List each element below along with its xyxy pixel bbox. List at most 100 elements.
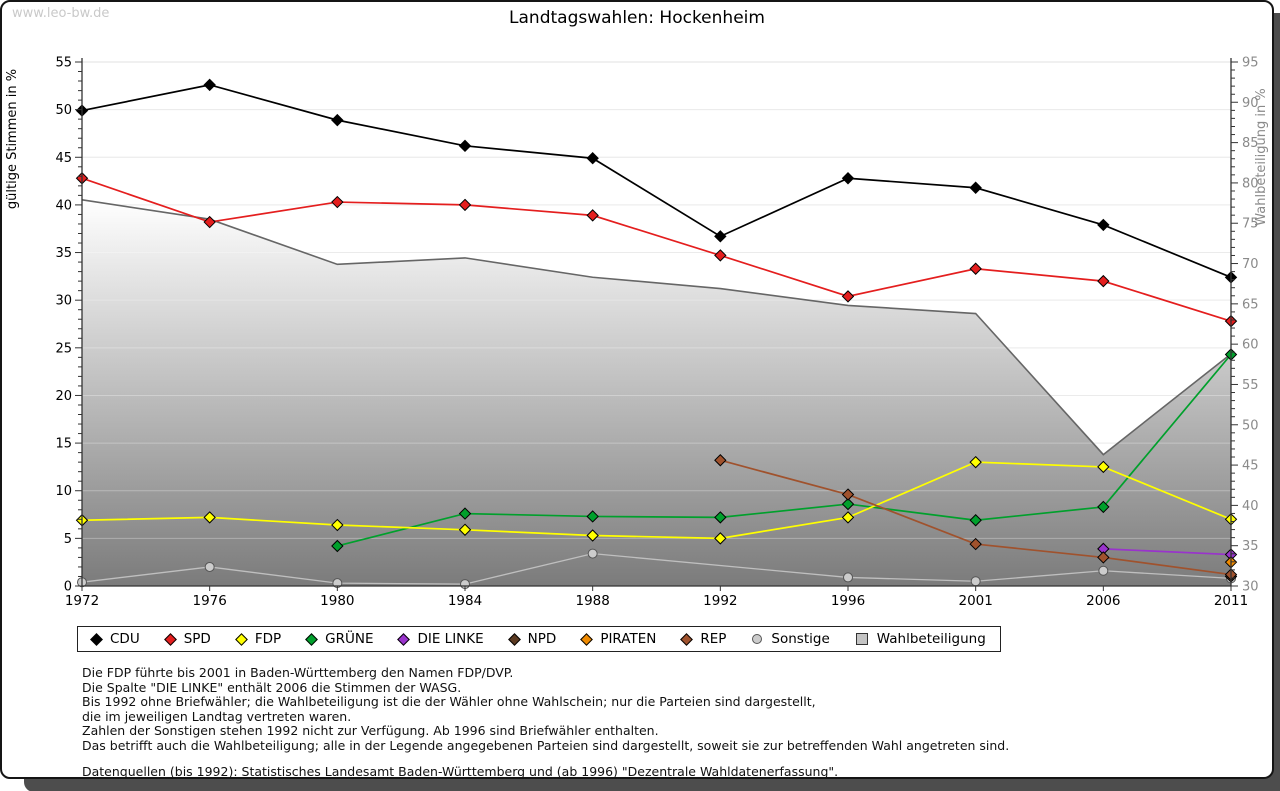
y-left-tick-label: 5 <box>64 532 72 547</box>
footnotes: Die FDP führte bis 2001 in Baden-Württem… <box>82 665 1010 779</box>
y-right-tick-label: 55 <box>1242 378 1259 393</box>
data-point-spd <box>203 215 216 229</box>
legend-label: CDU <box>110 631 140 647</box>
fdp-marker-icon <box>234 632 248 646</box>
y-right-tick-label: 80 <box>1242 176 1259 191</box>
series-line-fdp <box>81 461 1232 540</box>
y-right-tick-label: 45 <box>1242 459 1259 474</box>
data-point-fdp <box>203 511 216 524</box>
y-left-tick-label: 0 <box>64 580 72 595</box>
data-point-cdu <box>586 152 599 165</box>
data-point-gr-ne <box>1097 500 1110 514</box>
legend-item-cdu: CDU <box>90 631 140 647</box>
legend-label: Sonstige <box>771 631 830 647</box>
cdu-marker-icon <box>90 632 103 646</box>
data-point-spd <box>841 290 855 303</box>
legend-label: PIRATEN <box>600 631 657 647</box>
data-point-fdp <box>841 511 855 524</box>
data-point-cdu <box>969 181 982 194</box>
x-tick-label: 1984 <box>448 593 482 609</box>
data-point-rep <box>969 537 982 551</box>
series-line-die-linke <box>1103 547 1232 556</box>
data-point-gr-ne <box>714 511 727 524</box>
election-line-chart: 0 5 10 15 20 25 30 35 40 45 50 55 30 35 40 45 50 55 60 65 70… <box>5 56 1269 610</box>
gr-ne-marker-icon <box>305 632 318 646</box>
footnote-line: Zahlen der Sonstigen stehen 1992 nicht z… <box>82 723 659 739</box>
series-line-cdu <box>81 83 1232 279</box>
x-tick-label: 2011 <box>1214 593 1248 609</box>
legend-item-fdp: FDP <box>234 631 282 647</box>
series-line-spd <box>81 177 1232 322</box>
rep-marker-icon <box>680 632 694 646</box>
legend-label: FDP <box>254 631 282 647</box>
data-point-sonstige <box>1098 565 1109 576</box>
legend-item-npd: NPD <box>507 631 557 647</box>
footnote-line: Die FDP führte bis 2001 in Baden-Württem… <box>82 665 514 680</box>
y-right-tick-label: 30 <box>1242 580 1259 595</box>
data-point-sonstige <box>587 548 598 559</box>
data-point-rep <box>841 488 855 501</box>
spd-marker-icon <box>163 632 177 646</box>
y-right-tick-label: 40 <box>1242 499 1259 514</box>
legend-item-sonstige: Sonstige <box>752 631 830 647</box>
legend-label: SPD <box>183 631 211 647</box>
data-point-cdu <box>1097 218 1110 232</box>
data-point-cdu <box>458 139 472 153</box>
x-tick-label: 1972 <box>65 593 99 609</box>
watermark: www.leo-bw.de <box>12 6 110 21</box>
legend-item-wahlbeteiligung: Wahlbeteiligung <box>855 631 986 647</box>
data-point-fdp <box>1097 460 1110 474</box>
x-tick-label: 1980 <box>320 593 354 609</box>
legend-label: Wahlbeteiligung <box>876 631 986 647</box>
data-point-fdp <box>586 529 599 542</box>
data-point-sonstige <box>970 576 981 587</box>
data-point-fdp <box>969 455 982 469</box>
x-tick-label: 2001 <box>958 593 992 609</box>
footnote-line: Das betrifft auch die Wahlbeteiligung; a… <box>82 737 1010 753</box>
x-tick-label: 1992 <box>703 593 737 609</box>
y-right-tick-label: 90 <box>1242 96 1259 111</box>
footnote-line: die im jeweiligen Landtag vertreten ware… <box>82 708 352 724</box>
legend-item-piraten: PIRATEN <box>580 631 657 647</box>
y-right-tick-label: 60 <box>1242 338 1259 353</box>
x-tick-label: 2006 <box>1086 593 1120 609</box>
data-point-sonstige <box>843 572 853 583</box>
footnote-line: Bis 1992 ohne Briefwähler; die Wahlbetei… <box>82 694 816 710</box>
y-left-tick-label: 40 <box>55 198 72 213</box>
y-left-tick-label: 10 <box>55 484 72 499</box>
npd-marker-icon <box>507 632 521 646</box>
data-point-rep <box>714 454 727 467</box>
data-point-gr-ne <box>331 539 344 553</box>
chart-legend: CDU SPD FDP GRÜNE DIE LINKE NPD PIRATEN REP Sons… <box>77 626 1001 652</box>
data-point-spd <box>969 262 982 275</box>
y-right-axis-title: Wahlbeteiligung in % <box>1254 88 1269 225</box>
x-tick-label: 1996 <box>831 593 865 609</box>
legend-label: NPD <box>527 631 557 647</box>
data-point-spd <box>458 198 472 212</box>
y-left-tick-label: 35 <box>55 246 72 261</box>
x-tick-label: 1976 <box>192 593 226 609</box>
y-left-tick-label: 15 <box>55 437 72 452</box>
data-point-gr-ne <box>841 497 855 511</box>
y-right-tick-label: 70 <box>1242 257 1259 272</box>
data-point-spd <box>331 195 344 209</box>
y-left-tick-label: 55 <box>55 56 72 71</box>
data-source-line: Datenquellen (bis 1992): Statistisches L… <box>82 763 839 779</box>
y-left-axis-title: gültige Stimmen in % <box>5 69 20 209</box>
y-left-tick-label: 50 <box>55 103 72 118</box>
y-right-tick-label: 50 <box>1242 418 1259 433</box>
data-point-spd <box>586 209 599 222</box>
wahlbeteiligung-marker-icon <box>855 633 868 645</box>
y-right-tick-label: 75 <box>1242 217 1259 232</box>
x-tick-label: 1988 <box>575 593 609 609</box>
page-title: Landtagswahlen: Hockenheim <box>509 8 765 28</box>
data-point-rep <box>1097 551 1110 564</box>
sonstige-marker-icon <box>752 634 763 644</box>
legend-item-die-linke: DIE LINKE <box>397 631 484 647</box>
y-right-tick-label: 35 <box>1242 539 1259 554</box>
y-right-tick-label: 65 <box>1242 297 1259 312</box>
data-point-spd <box>1097 274 1110 288</box>
y-left-tick-label: 25 <box>55 341 72 356</box>
data-point-cdu <box>203 78 216 92</box>
